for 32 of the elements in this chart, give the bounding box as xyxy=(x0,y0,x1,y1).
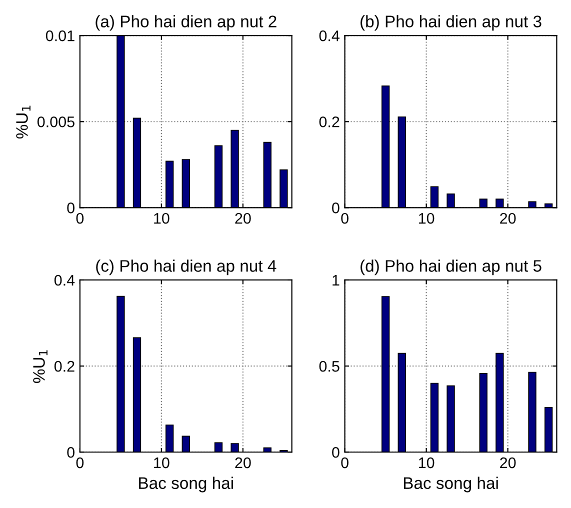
x-tick-label: 20 xyxy=(235,212,251,224)
y-tick-label: 0.01 xyxy=(46,30,74,42)
x-tick-label: 10 xyxy=(154,212,170,224)
y-axis-title: %U$_{1}$ xyxy=(16,106,30,139)
x-tick-label: 0 xyxy=(341,457,348,468)
x-tick-label: 0 xyxy=(76,212,84,224)
x-tick-label: 20 xyxy=(500,212,516,224)
y-tick-label: 0.4 xyxy=(54,274,75,286)
chart-title: (d) Pho hai dien ap nut 5 xyxy=(360,260,542,276)
y-tick-label: 0 xyxy=(332,202,340,214)
x-tick-label: 20 xyxy=(235,457,251,468)
y-tick-label: 0.005 xyxy=(37,116,74,128)
x-axis-title: Bac song hai xyxy=(404,476,498,492)
y-tick-label: 0.4 xyxy=(319,30,340,42)
x-tick-label: 0 xyxy=(76,457,84,468)
x-axis-title: Bac song hai xyxy=(139,476,233,492)
x-tick-label: 10 xyxy=(154,457,170,468)
y-tick-label: 0 xyxy=(67,446,74,458)
y-tick-label: 0 xyxy=(67,202,74,214)
x-tick-label: 10 xyxy=(418,457,434,468)
x-tick-label: 10 xyxy=(418,212,434,224)
y-axis-title: %U$_{1}$ xyxy=(33,350,48,383)
x-tick-label: 20 xyxy=(500,457,516,468)
y-tick-label: 0.2 xyxy=(54,360,74,372)
chart-title: (c) Pho hai dien ap nut 4 xyxy=(96,260,276,276)
y-tick-label: 0.5 xyxy=(319,360,340,372)
y-tick-label: 1 xyxy=(332,275,340,286)
y-tick-label: 0 xyxy=(332,446,340,458)
y-tick-label: 0.2 xyxy=(319,116,340,128)
x-tick-label: 0 xyxy=(341,212,348,224)
chart-title: (a) Pho hai dien ap nut 2 xyxy=(96,15,276,31)
chart-title: (b) Pho hai dien ap nut 3 xyxy=(360,15,542,31)
